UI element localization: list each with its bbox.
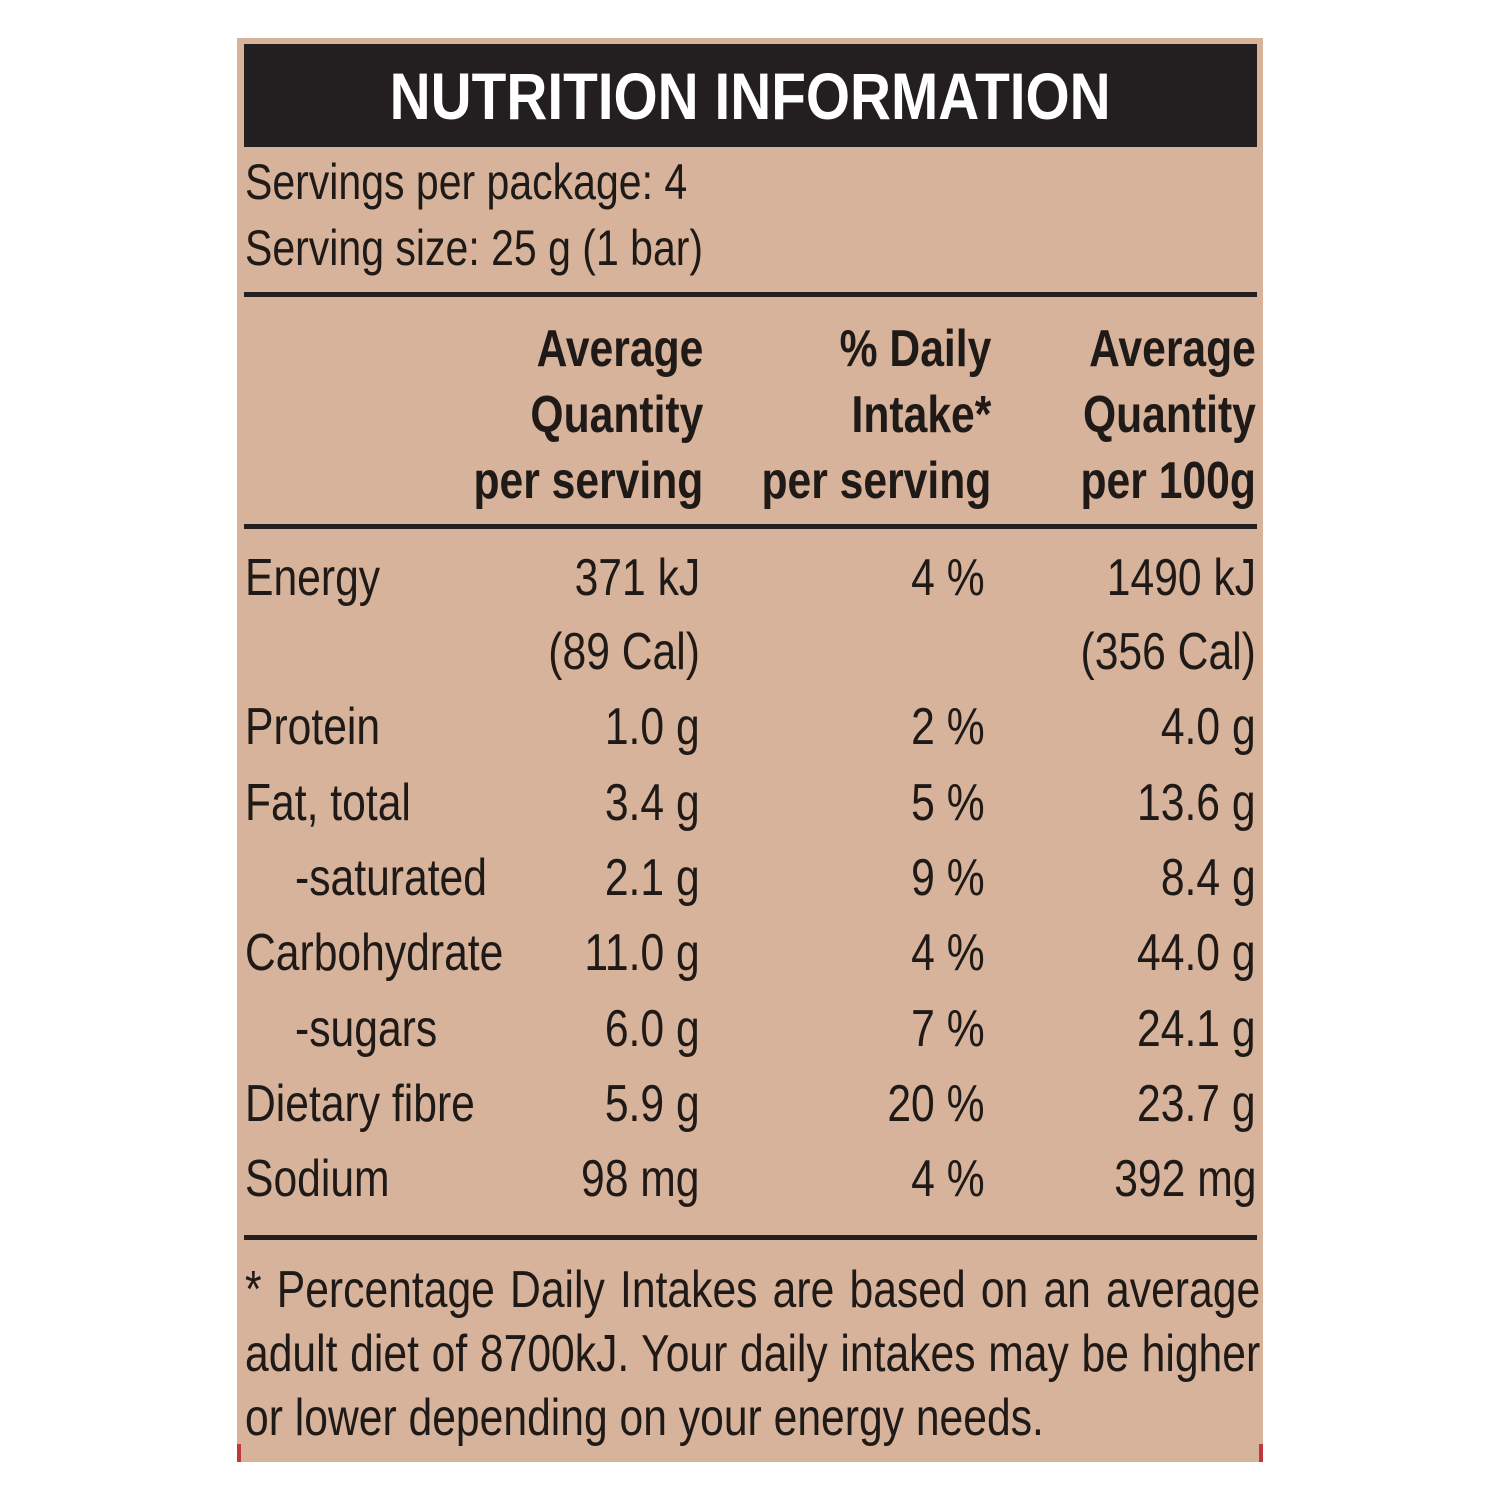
table-row: -saturated 2.1 g 9 % 8.4 g <box>237 840 1263 916</box>
nutrition-panel: NUTRITION INFORMATION Servings per packa… <box>237 38 1263 1462</box>
per-serving-value: (89 Cal) <box>548 623 700 681</box>
daily-intake-value: 20 % <box>887 1075 985 1133</box>
column-header-per-serving: Average Quantity per serving <box>473 316 703 514</box>
daily-intake-value: 4 % <box>911 924 985 982</box>
per-100g-value: 13.6 g <box>1137 774 1256 832</box>
per-100g-value: 392 mg <box>1113 1150 1256 1208</box>
nutrient-name: Dietary fibre <box>245 1075 475 1133</box>
column-header-line: Average <box>1089 320 1256 378</box>
nutrient-name: Sodium <box>245 1150 390 1208</box>
table-row: Dietary fibre 5.9 g 20 % 23.7 g <box>237 1066 1263 1142</box>
servings-per-package: Servings per package: 4 <box>245 154 688 210</box>
per-serving-value: 3.4 g <box>605 774 700 832</box>
nutrient-name: Fat, total <box>245 774 411 832</box>
daily-intake-value: 9 % <box>911 849 985 907</box>
header-top-divider <box>244 292 1257 297</box>
per-serving-value: 371 kJ <box>574 549 700 607</box>
per-serving-value: 11.0 g <box>584 924 700 982</box>
table-row: Sodium 98 mg 4 % 392 mg <box>237 1141 1263 1217</box>
title-bar: NUTRITION INFORMATION <box>244 44 1257 147</box>
edge-accent-left <box>237 1444 241 1462</box>
column-header-line: Quantity <box>1083 386 1256 444</box>
daily-intake-value: 7 % <box>911 1000 985 1058</box>
daily-intake-value: 4 % <box>911 549 985 607</box>
nutrient-name: -saturated <box>295 849 487 907</box>
table-row: (89 Cal) (356 Cal) <box>237 614 1263 690</box>
footnote: * Percentage Daily Intakes are based on … <box>245 1261 1261 1447</box>
column-header-line: Intake* <box>851 386 991 444</box>
nutrient-name: Energy <box>245 549 381 607</box>
column-header-per-100g: Average Quantity per 100g <box>1081 316 1256 514</box>
panel-title: NUTRITION INFORMATION <box>390 58 1111 133</box>
table-row: Carbohydrate 11.0 g 4 % 44.0 g <box>237 915 1263 991</box>
per-serving-value: 1.0 g <box>605 698 700 756</box>
column-header-line: Average <box>536 320 703 378</box>
table-row: Fat, total 3.4 g 5 % 13.6 g <box>237 765 1263 841</box>
per-serving-value: 2.1 g <box>605 849 700 907</box>
daily-intake-value: 2 % <box>911 698 985 756</box>
table-row: -sugars 6.0 g 7 % 24.1 g <box>237 991 1263 1067</box>
per-100g-value: 1490 kJ <box>1106 549 1256 607</box>
column-header-line: per serving <box>473 452 703 510</box>
table-row: Energy 371 kJ 4 % 1490 kJ <box>237 540 1263 616</box>
daily-intake-value: 4 % <box>911 1150 985 1208</box>
nutrient-name: -sugars <box>295 1000 438 1058</box>
column-header-line: per 100g <box>1080 452 1256 510</box>
nutrient-name: Protein <box>245 698 381 756</box>
per-100g-value: 23.7 g <box>1137 1075 1256 1133</box>
per-100g-value: 4.0 g <box>1161 698 1256 756</box>
serving-size: Serving size: 25 g (1 bar) <box>245 220 704 276</box>
per-serving-value: 98 mg <box>581 1150 700 1208</box>
per-serving-value: 5.9 g <box>605 1075 700 1133</box>
column-header-daily-intake: % Daily Intake* per serving <box>761 316 991 514</box>
column-header-line: % Daily <box>839 320 991 378</box>
per-serving-value: 6.0 g <box>605 1000 700 1058</box>
per-100g-value: 8.4 g <box>1161 849 1256 907</box>
daily-intake-value: 5 % <box>911 774 985 832</box>
edge-accent-right <box>1259 1444 1263 1462</box>
nutrient-name: Carbohydrate <box>245 924 504 982</box>
column-header-line: per serving <box>761 452 991 510</box>
per-100g-value: 44.0 g <box>1137 924 1256 982</box>
column-header-line: Quantity <box>530 386 703 444</box>
per-100g-value: (356 Cal) <box>1080 623 1256 681</box>
header-bottom-divider <box>244 524 1257 529</box>
footer-divider <box>244 1235 1257 1240</box>
table-row: Protein 1.0 g 2 % 4.0 g <box>237 689 1263 765</box>
per-100g-value: 24.1 g <box>1137 1000 1256 1058</box>
